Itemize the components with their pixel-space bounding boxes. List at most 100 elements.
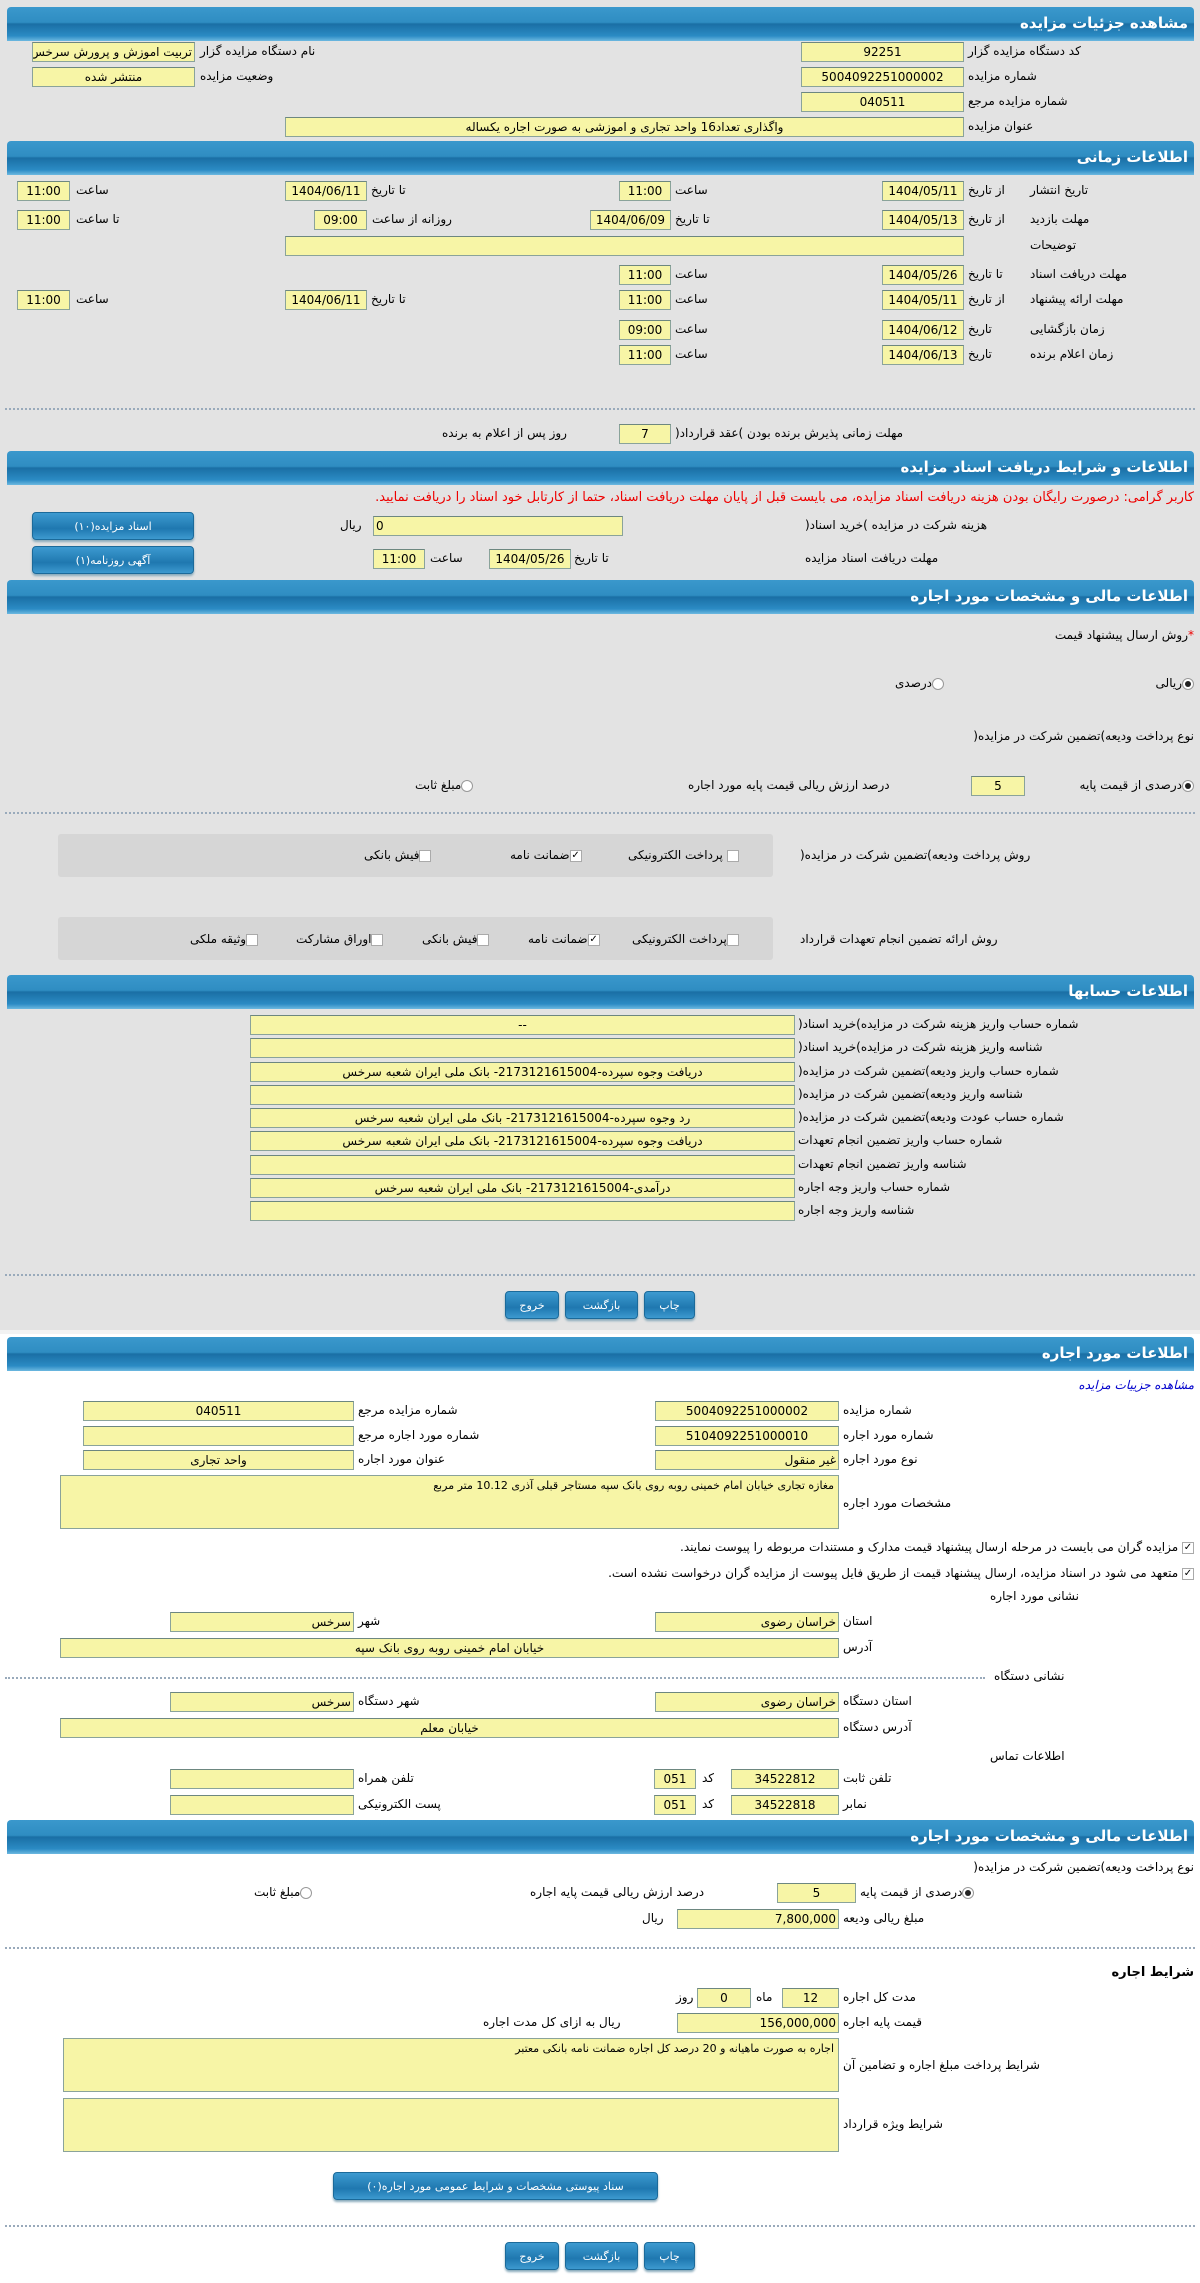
- deposit-percent-option[interactable]: درصدی از قیمت پایه: [1080, 778, 1194, 792]
- month-label: ماه: [756, 1990, 773, 2004]
- item-ref-label: شماره مورد اجاره مرجع: [358, 1428, 480, 1442]
- notes-field: [285, 236, 964, 256]
- option-label: درصدی: [895, 676, 933, 690]
- org-city-label: شهر دستگاه: [358, 1694, 420, 1708]
- newspaper-ad-button[interactable]: آگهی روزنامه(۱): [32, 546, 194, 574]
- cm-electronic-checkbox[interactable]: پرداخت الکترونیکی: [632, 932, 739, 946]
- cm-property-checkbox[interactable]: وثیقه ملکی: [190, 932, 259, 946]
- address-field: خیابان امام خمینی روبه روی بانک سپه: [60, 1638, 839, 1658]
- radio-button[interactable]: [1182, 779, 1194, 792]
- rial-label: ریال: [340, 518, 362, 532]
- print-button[interactable]: چاپ: [644, 2242, 695, 2270]
- deposit-method-box: [58, 834, 773, 877]
- account-label: شماره حساب عودت ودیعه)تضمین شرکت در مزای…: [798, 1110, 1064, 1124]
- org-province-field: خراسان رضوی: [655, 1692, 839, 1712]
- account-label: شماره حساب واریز وجه اجاره: [798, 1180, 951, 1194]
- from-date-label: از تاریخ: [968, 183, 1005, 197]
- item-no-field: 5104092251000010: [655, 1426, 839, 1446]
- account-label: شماره حساب واریز تضمین انجام تعهدات: [798, 1133, 1003, 1147]
- offer-to-time: 11:00: [17, 290, 70, 310]
- hour-label: ساعت: [675, 183, 708, 197]
- hour-label: ساعت: [675, 322, 708, 336]
- docs-deadline-time: 11:00: [373, 549, 425, 569]
- price-rial-option[interactable]: ریالی: [1156, 676, 1194, 690]
- back-button[interactable]: بازگشت: [565, 1291, 638, 1319]
- radio-button[interactable]: [300, 1886, 313, 1899]
- checkbox[interactable]: [726, 933, 739, 946]
- checkbox[interactable]: [477, 933, 490, 946]
- checkbox[interactable]: [246, 933, 259, 946]
- docs-to-date: 1404/05/26: [882, 265, 964, 285]
- deposit-fixed-option[interactable]: مبلغ ثابت: [415, 778, 474, 792]
- city-label: شهر: [358, 1614, 381, 1628]
- account-label: شناسه واریز ودیعه)تضمین شرکت در مزایده(: [798, 1087, 1023, 1101]
- cm-slip-checkbox[interactable]: فیش بانکی: [422, 932, 490, 946]
- checkbox-checked[interactable]: ✓: [587, 933, 600, 946]
- payment-terms-textarea: اجاره به صورت ماهیانه و 20 درصد کل اجاره…: [63, 2038, 839, 2092]
- visit-daily-to: 11:00: [17, 210, 70, 230]
- auction-no-field: 5004092251000002: [655, 1401, 839, 1421]
- org-code-field: 92251: [801, 42, 964, 62]
- radio-button[interactable]: [461, 779, 474, 792]
- dm-slip-checkbox[interactable]: فیش بانکی: [364, 848, 432, 862]
- org-address-label: آدرس دستگاه: [843, 1720, 912, 1734]
- org-name-label: نام دستگاه مزایده گزار: [200, 44, 316, 58]
- checkbox-checked[interactable]: ✓: [569, 849, 582, 862]
- to-date-label: تا تاریخ: [574, 551, 609, 565]
- dm-guarantee-checkbox[interactable]: ✓ضمانت نامه: [510, 848, 582, 862]
- checkbox[interactable]: [726, 849, 739, 862]
- publish-to-time: 11:00: [17, 181, 70, 201]
- deposit-amount-label: مبلغ ریالی ودیعه: [843, 1911, 925, 1925]
- cm-bonds-checkbox[interactable]: اوراق مشارکت: [296, 932, 384, 946]
- phone-code-field: 051: [654, 1769, 696, 1789]
- radio-button[interactable]: [1182, 677, 1194, 690]
- opening-time: 09:00: [619, 320, 671, 340]
- deposit-method-label: روش پرداخت ودیعه)تضمین شرکت در مزایده(: [800, 848, 1031, 862]
- option-label: ریالی: [1155, 676, 1182, 690]
- checkbox[interactable]: [371, 933, 384, 946]
- publish-to-date: 1404/06/11: [285, 181, 367, 201]
- option-label: پرداخت الکترونیکی: [632, 932, 727, 946]
- date-label: تاریخ: [968, 347, 992, 361]
- auction-no-label: شماره مزایده: [968, 69, 1037, 83]
- exit-button[interactable]: خروج: [505, 1291, 559, 1319]
- deposit-fixed-option[interactable]: مبلغ ثابت: [254, 1885, 313, 1899]
- fax-code-field: 051: [654, 1795, 696, 1815]
- auction-details-link[interactable]: مشاهده جزییات مزایده: [1078, 1378, 1194, 1392]
- price-percent-option[interactable]: درصدی: [895, 676, 945, 690]
- account-field: دریافت وجوه سپرده-2173121615004- بانک مل…: [250, 1131, 795, 1151]
- hour-label: ساعت: [430, 551, 463, 565]
- deposit-type-label: نوع پرداخت ودیعه)تضمین شرکت در مزایده(: [973, 1860, 1194, 1874]
- visit-to-date: 1404/06/09: [590, 210, 671, 230]
- print-button[interactable]: چاپ: [644, 1291, 695, 1319]
- dm-electronic-checkbox[interactable]: پرداخت الکترونیکی: [628, 848, 739, 862]
- section-header-lease-financial: اطلاعات مالی و مشخصات مورد اجاره: [7, 1820, 1194, 1854]
- item-ref-field: [83, 1426, 354, 1446]
- lease-terms-title: شرایط اجاره: [1111, 1965, 1194, 1980]
- back-button[interactable]: بازگشت: [565, 2242, 638, 2270]
- radio-button[interactable]: [932, 677, 945, 690]
- cm-guarantee-checkbox[interactable]: ✓ضمانت نامه: [528, 932, 600, 946]
- radio-button[interactable]: [962, 1886, 975, 1899]
- commitment-method-box: [58, 917, 773, 960]
- from-date-label: از تاریخ: [968, 292, 1005, 306]
- auction-docs-button[interactable]: اسناد مزایده(۱۰): [32, 512, 194, 540]
- checkbox[interactable]: [419, 849, 432, 862]
- docs-time: 11:00: [619, 265, 671, 285]
- contact-title: اطلاعات تماس: [990, 1749, 1065, 1763]
- account-field: دریافت وجوه سپرده-2173121615004- بانک مل…: [250, 1062, 795, 1082]
- account-field: [250, 1201, 795, 1221]
- ref-no-label: شماره مزایده مرجع: [968, 94, 1068, 108]
- daily-from-label: روزانه از ساعت: [372, 212, 452, 226]
- deposit-percent-option[interactable]: درصدی از قیمت پایه: [860, 1885, 975, 1899]
- accept-suffix: روز پس از اعلام به برنده: [442, 426, 567, 440]
- section-header-lease-item: اطلاعات مورد اجاره: [7, 1337, 1194, 1371]
- base-price-label: قیمت پایه اجاره: [843, 2015, 922, 2029]
- org-name-field: تربیت اموزش و پرورش سرخس: [32, 42, 195, 62]
- deposit-type-label: نوع پرداخت ودیعه)تضمین شرکت در مزایده(: [973, 729, 1194, 743]
- code-label: کد: [702, 1797, 715, 1811]
- attachments-button[interactable]: سناد پیوستی مشخصات و شرایط عمومی مورد اج…: [333, 2172, 658, 2200]
- option-label: اوراق مشارکت: [296, 932, 372, 946]
- exit-button[interactable]: خروج: [505, 2242, 559, 2270]
- city-field: سرخس: [170, 1612, 354, 1632]
